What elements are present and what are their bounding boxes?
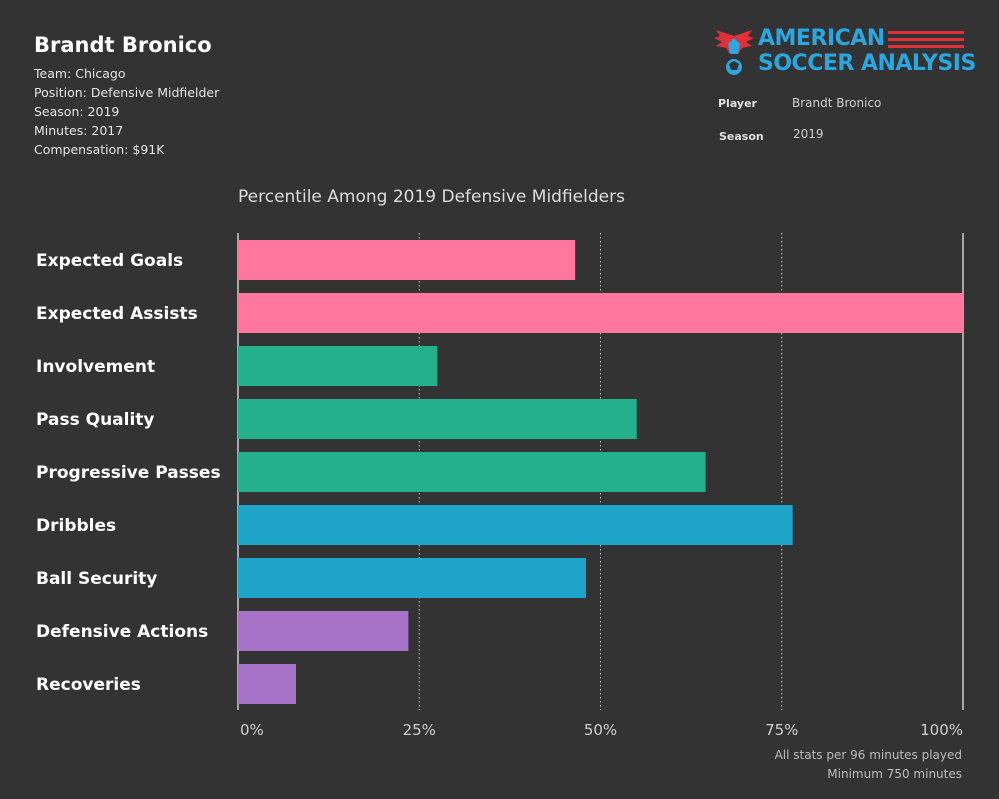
bar-progressive-passes[interactable] bbox=[238, 452, 706, 492]
x-tick-label-50: 50% bbox=[584, 721, 617, 739]
logo-stripes bbox=[888, 31, 964, 52]
x-tick-label-100: 100% bbox=[920, 721, 963, 739]
compensation-info: Compensation: $91K bbox=[34, 142, 165, 157]
bar-expected-assists[interactable] bbox=[238, 293, 963, 333]
category-label-expected-assists: Expected Assists bbox=[36, 304, 198, 324]
footnote-per96: All stats per 96 minutes played bbox=[774, 748, 962, 762]
player-filter-value[interactable]: Brandt Bronico bbox=[792, 96, 882, 110]
category-label-involvement: Involvement bbox=[36, 357, 155, 377]
season-info: Season: 2019 bbox=[34, 104, 120, 119]
player-info: Team: Chicago Position: Defensive Midfie… bbox=[34, 64, 219, 159]
category-label-progressive-passes: Progressive Passes bbox=[36, 463, 221, 483]
player-filter-label: Player bbox=[718, 97, 757, 110]
bar-recoveries[interactable] bbox=[238, 664, 296, 704]
category-label-expected-goals: Expected Goals bbox=[36, 251, 183, 271]
category-label-defensive-actions: Defensive Actions bbox=[36, 622, 208, 642]
team-info: Team: Chicago bbox=[34, 66, 126, 81]
eagle-icon bbox=[714, 30, 754, 75]
bar-expected-goals[interactable] bbox=[238, 240, 576, 280]
category-label-pass-quality: Pass Quality bbox=[36, 410, 155, 430]
bar-ball-security[interactable] bbox=[238, 558, 586, 598]
category-label-recoveries: Recoveries bbox=[36, 675, 141, 695]
x-tick-label-0: 0% bbox=[240, 721, 264, 739]
footnote-minimum: Minimum 750 minutes bbox=[827, 767, 962, 781]
logo-line-1: AMERICAN bbox=[758, 26, 885, 51]
season-filter-label: Season bbox=[719, 130, 764, 143]
bar-dribbles[interactable] bbox=[238, 505, 793, 545]
chart-title: Percentile Among 2019 Defensive Midfield… bbox=[238, 187, 625, 207]
x-tick-label-75: 75% bbox=[765, 721, 798, 739]
bar-pass-quality[interactable] bbox=[238, 399, 637, 439]
bar-defensive-actions[interactable] bbox=[238, 611, 409, 651]
x-tick-label-25: 25% bbox=[403, 721, 436, 739]
category-label-ball-security: Ball Security bbox=[36, 569, 157, 589]
asa-logo: AMERICAN SOCCER ANALYSIS bbox=[712, 26, 976, 80]
logo-line-2: SOCCER ANALYSIS bbox=[758, 51, 976, 76]
category-label-dribbles: Dribbles bbox=[36, 516, 116, 536]
player-name: Brandt Bronico bbox=[34, 33, 212, 57]
bar-involvement[interactable] bbox=[238, 346, 438, 386]
minutes-info: Minutes: 2017 bbox=[34, 123, 124, 138]
position-info: Position: Defensive Midfielder bbox=[34, 85, 220, 100]
season-filter-value[interactable]: 2019 bbox=[793, 127, 824, 141]
